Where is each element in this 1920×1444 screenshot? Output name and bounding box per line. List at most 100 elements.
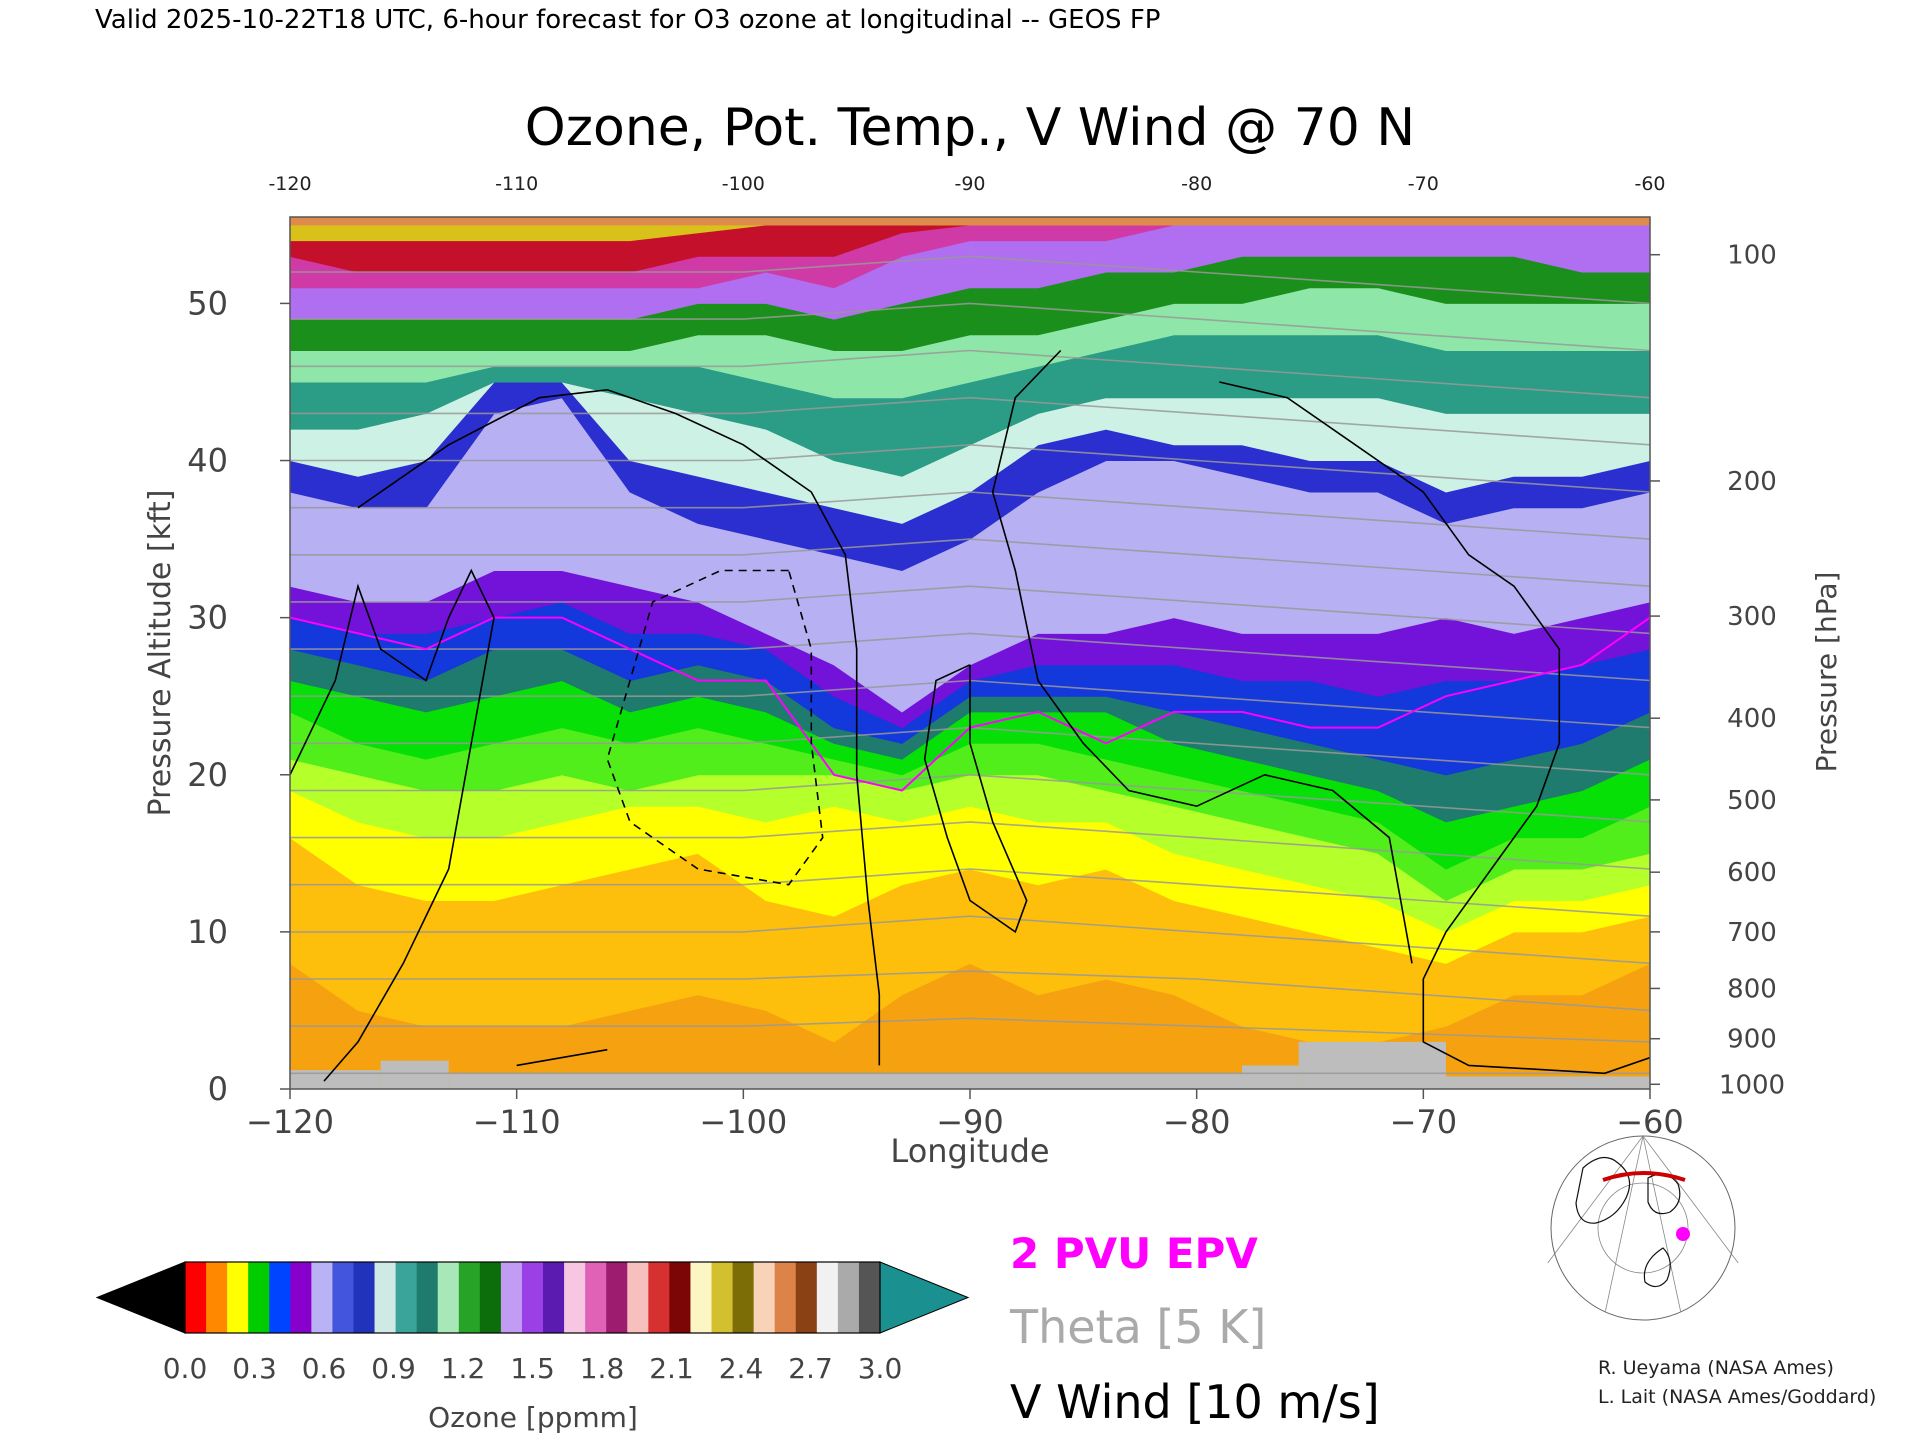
- theta-contour-14: [290, 396, 1650, 446]
- colorbar-swatch-5: [290, 1262, 312, 1333]
- pressure-tick-label-5: 600: [1727, 858, 1777, 888]
- colorbar-swatch-19: [585, 1262, 607, 1333]
- colorbar-swatch-15: [500, 1262, 523, 1333]
- theta-contour-13: [290, 443, 1650, 493]
- colorbar-swatch-2: [227, 1262, 249, 1333]
- legend-theta: Theta [5 K]: [1009, 1300, 1266, 1354]
- y-tick-label-0: 0: [208, 1070, 228, 1108]
- colorbar-swatch-13: [458, 1262, 481, 1333]
- y-tick-label-2: 20: [187, 756, 228, 794]
- colorbar-swatch-20: [606, 1262, 628, 1333]
- vwind-contour-2: [606, 569, 824, 886]
- pressure-tick-label-7: 800: [1727, 974, 1777, 1004]
- colorbar-swatch-8: [353, 1262, 376, 1333]
- colorbar-label: Ozone [ppmm]: [428, 1401, 638, 1434]
- colorbar-tick-label-8: 2.4: [719, 1352, 764, 1385]
- legend-vwind: V Wind [10 m/s]: [1010, 1375, 1380, 1429]
- x-axis-label: Longitude: [890, 1132, 1049, 1170]
- colorbar-swatch-4: [269, 1262, 291, 1333]
- colorbar-swatch-22: [648, 1262, 670, 1333]
- axes: −120 -120 −110 -110 −100 -100 −90 -90 −80 -80 −70 -…: [187, 173, 1785, 1141]
- inset-globe-circle: [1550, 1135, 1736, 1321]
- pressure-tick-label-3: 400: [1727, 704, 1777, 734]
- colorbar-swatch-1: [206, 1262, 228, 1333]
- terrain-segment-2: [448, 1073, 1175, 1089]
- y-axis-label-left: Pressure Altitude [kft]: [143, 490, 178, 817]
- colorbar-swatch-7: [332, 1262, 355, 1333]
- x-tick-label-2: −100: [699, 1103, 787, 1141]
- pressure-tick-label-4: 500: [1727, 786, 1777, 816]
- ozone-layer-19: [290, 217, 1650, 226]
- x-tick-label-3: −90: [936, 1103, 1004, 1141]
- top-tick-label-0: -120: [268, 173, 311, 195]
- valid-time-line: Valid 2025-10-22T18 UTC, 6-hour forecast…: [95, 5, 1160, 35]
- colorbar-swatch-28: [774, 1262, 797, 1333]
- pressure-tick-label-8: 900: [1727, 1025, 1777, 1055]
- colorbar-swatch-16: [521, 1262, 544, 1333]
- colorbar-under-arrow: [95, 1261, 186, 1334]
- theta-contour-10: [290, 585, 1650, 635]
- vwind-contour-4: [991, 349, 1413, 964]
- colorbar-swatch-12: [437, 1262, 460, 1333]
- colorbar-swatch-18: [564, 1262, 586, 1333]
- terrain-segment-0: [290, 1070, 381, 1089]
- theta-contour-4: [290, 868, 1650, 917]
- inset-location-marker: [1676, 1227, 1690, 1241]
- terrain-segment-1: [380, 1060, 449, 1089]
- colorbar-swatch-25: [711, 1262, 734, 1333]
- pressure-tick-label-9: 1000: [1719, 1070, 1785, 1100]
- top-tick-label-2: -100: [722, 173, 765, 195]
- top-tick-label-6: -60: [1634, 173, 1665, 195]
- theta-contour-5: [290, 821, 1650, 870]
- colorbar-over-arrow: [879, 1261, 970, 1334]
- top-tick-label-3: -90: [954, 173, 985, 195]
- colorbar-swatch-10: [395, 1262, 418, 1333]
- colorbar-swatch-24: [690, 1262, 713, 1333]
- colorbar-swatch-17: [543, 1262, 565, 1333]
- colorbar-swatch-11: [416, 1262, 439, 1333]
- inset-section-track: [1602, 1171, 1686, 1182]
- vwind-contour-1: [357, 388, 881, 1066]
- colorbar-swatch-30: [816, 1262, 839, 1333]
- credit-1: R. Ueyama (NASA Ames): [1598, 1357, 1834, 1379]
- colorbar-tick-label-10: 3.0: [858, 1352, 903, 1385]
- colorbar-swatch-14: [479, 1262, 502, 1333]
- theta-contour-17: [290, 255, 1650, 305]
- x-tick-label-4: −80: [1163, 1103, 1231, 1141]
- theta-contour-9: [290, 632, 1650, 682]
- theta-contour-11: [290, 538, 1650, 587]
- inset-coastlines: [1575, 1157, 1681, 1288]
- pressure-tick-label-6: 700: [1727, 918, 1777, 948]
- colorbar-tick-label-7: 2.1: [649, 1352, 694, 1385]
- vwind-contour-5: [1219, 381, 1650, 1075]
- colorbar-swatch-0: [185, 1262, 207, 1333]
- ozone-cross-section: [290, 217, 1650, 1089]
- terrain-segment-5: [1298, 1041, 1446, 1089]
- colorbar-tick-label-2: 0.6: [302, 1352, 347, 1385]
- terrain-segment-6: [1446, 1076, 1650, 1089]
- inset-meridian-3: [1642, 1135, 1739, 1264]
- inset-meridian-0: [1547, 1135, 1644, 1264]
- colorbar-tick-label-0: 0.0: [163, 1352, 208, 1385]
- ozone-colorbar: 0.0 0.3 0.6 0.9 1.2 1.5 1.8 2.1 2.4 2.7 3.0: [95, 1261, 970, 1385]
- y-tick-label-4: 40: [187, 442, 228, 480]
- colorbar-swatch-9: [374, 1262, 397, 1333]
- pressure-tick-label-1: 200: [1727, 467, 1777, 497]
- chart-title: Ozone, Pot. Temp., V Wind @ 70 N: [525, 98, 1415, 158]
- colorbar-swatch-21: [627, 1262, 649, 1333]
- x-tick-label-5: −70: [1390, 1103, 1458, 1141]
- colorbar-swatch-6: [311, 1262, 334, 1333]
- theta-contour-3: [290, 915, 1650, 965]
- theta-contour-6: [290, 773, 1650, 823]
- colorbar-swatch-3: [248, 1262, 270, 1333]
- y-tick-label-3: 30: [187, 599, 228, 637]
- x-tick-label-6: −60: [1616, 1103, 1684, 1141]
- colorbar-swatch-27: [753, 1262, 776, 1333]
- top-tick-label-4: -80: [1181, 173, 1212, 195]
- theta-contour-16: [290, 302, 1650, 352]
- inset-map: [1547, 1135, 1739, 1321]
- colorbar-swatch-29: [795, 1262, 818, 1333]
- inset-meridian-2: [1642, 1135, 1682, 1312]
- top-tick-label-5: -70: [1408, 173, 1439, 195]
